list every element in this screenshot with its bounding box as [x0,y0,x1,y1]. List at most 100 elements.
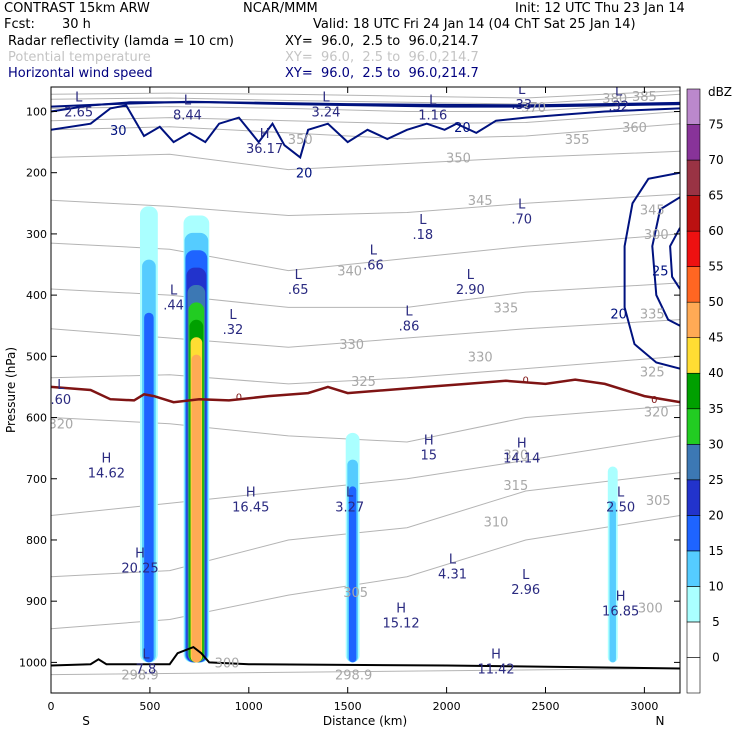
zero-degree-line [51,378,680,404]
theta-label: 330 [468,350,493,365]
extremum-value: 8.44 [173,109,202,124]
extremum-marker: L [467,268,475,283]
legend-reflectivity-xy: XY= 96.0, 2.5 to 96.0,214.7 [285,34,479,49]
y-tick-label: 100 [26,105,47,118]
extremum-marker: L [142,648,150,663]
colorbar-label: 25 [708,473,723,487]
theta-label: 300 [644,228,669,243]
extremum-marker: H [517,436,527,451]
extremum-marker: L [518,83,526,98]
colorbar-swatch [686,408,701,445]
colorbar-label: 20 [708,508,723,522]
extremum-value: 16.45 [232,500,269,515]
colorbar-label: 30 [708,437,723,451]
extremum-marker: H [135,547,145,562]
wind-label: 30 [110,124,127,139]
colorbar-label: 45 [708,331,723,345]
colorbar-swatch [686,550,701,587]
colorbar-swatch [686,124,701,161]
forecast-value: 30 h [62,17,91,32]
theta-label: 320 [503,448,528,463]
theta-label: 325 [640,366,665,381]
extremum-marker: L [419,213,427,228]
theta-label: 320 [48,418,73,433]
theta-isoline [51,150,680,171]
colorbar-swatch [686,657,701,694]
y-tick-label: 300 [26,228,47,241]
extremum-value: .33 [511,98,532,113]
y-tick-label: 900 [26,595,47,608]
colorbar-label: 35 [708,402,723,416]
model-title: CONTRAST 15km ARW [4,1,150,16]
theta-isoline [51,101,680,112]
extremum-marker: L [295,268,303,283]
extremum-marker: L [617,485,625,500]
wind-isoline [51,100,680,108]
reflectivity-cell [609,500,616,663]
theta-label: 350 [446,151,471,166]
colorbar-swatch [686,88,701,125]
colorbar-swatch [686,621,701,658]
extremum-value: .60 [51,393,72,408]
zero-line-label: 0 [523,376,529,387]
zero-line-label: 0 [651,395,657,406]
extremum-marker: L [405,305,413,320]
colorbar-label: 50 [708,295,723,309]
wind-isoline [651,196,680,327]
theta-label: 320 [644,405,669,420]
theta-label: 345 [640,203,665,218]
extremum-marker: L [57,378,65,393]
extremum-value: 16.85 [602,604,639,619]
y-tick-label: 400 [26,289,47,302]
theta-label: 360 [622,121,647,136]
extremum-value: .44 [163,298,184,313]
legend-theta-xy: XY= 96.0, 2.5 to 96.0,214.7 [285,50,479,65]
extremum-marker: H [616,589,626,604]
colorbar-label: 10 [708,579,723,593]
extremum-marker: L [322,90,330,105]
zero-line-label: 0 [236,393,242,404]
x-axis-south-label: S [82,714,90,728]
x-axis-label: Distance (km) [323,714,407,728]
y-axis-label: Pressure (hPa) [4,347,18,433]
extremum-marker: H [396,602,406,617]
reflectivity-cell [191,354,202,663]
extremum-value: .18 [413,228,434,243]
extremum-marker: L [429,94,437,109]
theta-isoline [51,193,680,217]
y-tick-label: 700 [26,473,47,486]
colorbar-swatch [686,479,701,516]
extremum-marker: L [522,568,530,583]
forecast-label: Fcst: [4,17,35,32]
extremum-marker: H [260,127,270,142]
theta-label: 380 [602,92,627,107]
extremum-value: 4.31 [438,568,467,583]
theta-label: 345 [468,194,493,209]
wind-isoline [669,227,680,290]
extremum-marker: L [370,244,378,259]
colorbar-label: 70 [708,153,723,167]
extremum-value: .32 [608,99,629,114]
theta-label: 350 [288,133,313,148]
colorbar-label: 40 [708,366,723,380]
x-tick-label: 1000 [235,700,263,713]
theta-label: 298.9 [121,669,158,684]
y-tick-label: 600 [26,412,47,425]
wind-label: 25 [652,265,669,280]
valid-time: Valid: 18 UTC Fri 24 Jan 14 (04 ChT Sat … [313,17,636,32]
extremum-marker: L [518,198,526,213]
x-tick-label: 500 [139,700,160,713]
colorbar-label: 0 [712,650,720,664]
extremum-marker: L [346,485,354,500]
legend-reflectivity-name: Radar reflectivity (lamda = 10 cm) [8,34,234,49]
extremum-marker: L [615,84,623,99]
y-tick-label: 500 [26,350,47,363]
theta-label: 335 [494,301,519,316]
wind-label: 20 [454,121,471,136]
extremum-marker: L [449,553,457,568]
colorbar-swatch [686,586,701,623]
extremum-value: 20.25 [121,562,158,577]
extremum-value: 2.50 [606,500,635,515]
extremum-value: 7.8 [136,663,157,678]
colorbar-label: 65 [708,189,723,203]
